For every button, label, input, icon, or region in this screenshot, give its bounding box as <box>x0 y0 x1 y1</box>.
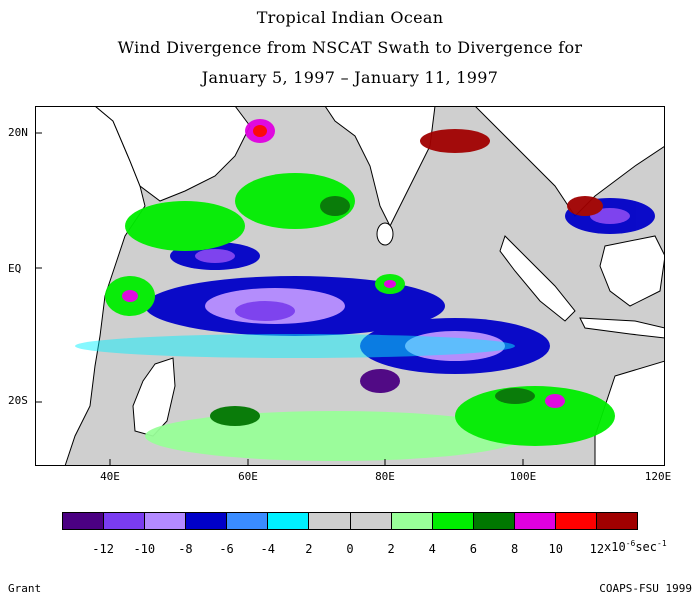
colorbar-swatch <box>227 513 269 529</box>
author-credit: Grant <box>8 582 42 595</box>
divergence-field <box>75 119 655 461</box>
divergence-map <box>35 106 665 466</box>
colorbar-swatch <box>473 513 515 529</box>
colorbar-swatch <box>309 513 351 529</box>
colorbar-swatch <box>186 513 228 529</box>
colorbar-tick-label: -4 <box>260 542 275 556</box>
colorbar-tick-label: 12 <box>589 542 605 556</box>
colorbar-tick-label: 10 <box>548 542 563 556</box>
colorbar-swatch <box>391 513 433 529</box>
map-border <box>35 106 665 466</box>
lon-label-80e: 80E <box>375 470 395 483</box>
colorbar <box>62 512 638 530</box>
java-island <box>579 317 665 339</box>
colorbar-units: x10-6sec-1 <box>604 539 667 554</box>
colorbar-tick-label: 0 <box>346 542 354 556</box>
map-ticks <box>35 132 524 466</box>
map-subtitle: Wind Divergence from NSCAT Swath to Dive… <box>117 38 583 57</box>
colorbar-swatch <box>268 513 310 529</box>
colorbar-tick-label: 2 <box>305 542 313 556</box>
map-date-range: January 5, 1997 – January 11, 1997 <box>201 68 499 87</box>
arabia-landmass <box>94 106 251 202</box>
lon-label-40e: 40E <box>100 470 120 483</box>
lon-label-60e: 60E <box>238 470 258 483</box>
sri-lanka <box>376 222 394 246</box>
lat-label-eq: EQ <box>8 262 22 275</box>
lat-label-20n: 20N <box>8 126 28 139</box>
lat-label-20s: 20S <box>8 394 28 407</box>
colorbar-swatch <box>555 513 598 529</box>
colorbar-swatch <box>104 513 146 529</box>
colorbar-tick-label: -6 <box>219 542 234 556</box>
lon-label-120e: 120E <box>644 470 672 483</box>
colorbar-tick-label: 8 <box>510 542 519 556</box>
colorbar-swatch <box>350 513 392 529</box>
colorbar-swatch <box>145 513 187 529</box>
colorbar-swatch <box>63 513 105 529</box>
colorbar-swatch <box>597 513 638 529</box>
colorbar-tick-label: -8 <box>178 542 193 556</box>
colorbar-tick-label: 2 <box>387 542 395 556</box>
colorbar-tick-label: 6 <box>469 542 478 556</box>
colorbar-tick-label: -10 <box>133 542 156 556</box>
colorbar-tick-label: -12 <box>92 542 114 556</box>
colorbar-swatch <box>514 513 556 529</box>
map-title: Tropical Indian Ocean <box>256 8 444 27</box>
colorbar-tick-label: 4 <box>428 542 436 556</box>
sumatra-island <box>499 235 576 322</box>
colorbar-swatch <box>432 513 474 529</box>
lon-label-100e: 100E <box>509 470 537 483</box>
borneo-island <box>599 235 665 307</box>
organization-credit: COAPS-FSU 1999 <box>599 582 692 595</box>
